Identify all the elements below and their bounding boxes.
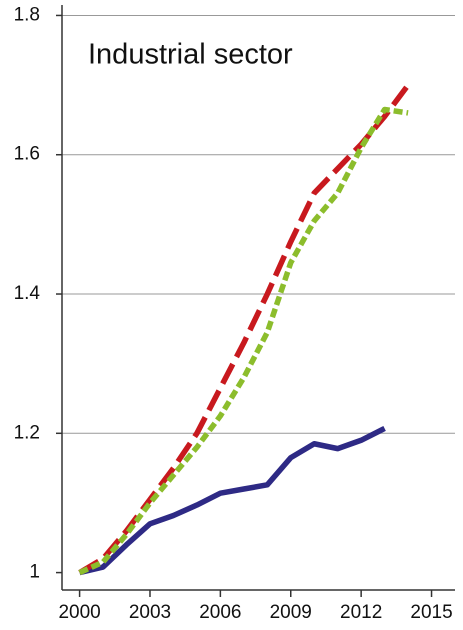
y-tick-label: 1.2 (14, 422, 40, 443)
chart-title: Industrial sector (88, 39, 293, 71)
x-tick-label: 2003 (129, 602, 171, 623)
x-tick-label: 2012 (340, 602, 382, 623)
y-tick-label: 1.8 (14, 4, 40, 25)
y-tick-label: 1.4 (14, 283, 41, 304)
series-line (78, 83, 411, 575)
x-tick-label: 2000 (58, 602, 100, 623)
y-tick-label: 1.6 (14, 144, 40, 165)
y-tick-label: 1 (29, 562, 40, 583)
series-line (78, 106, 409, 576)
x-tick-label: 2009 (270, 602, 312, 623)
x-tick-label: 2006 (199, 602, 241, 623)
series-line (78, 425, 386, 576)
x-tick-label: 2015 (410, 602, 452, 623)
